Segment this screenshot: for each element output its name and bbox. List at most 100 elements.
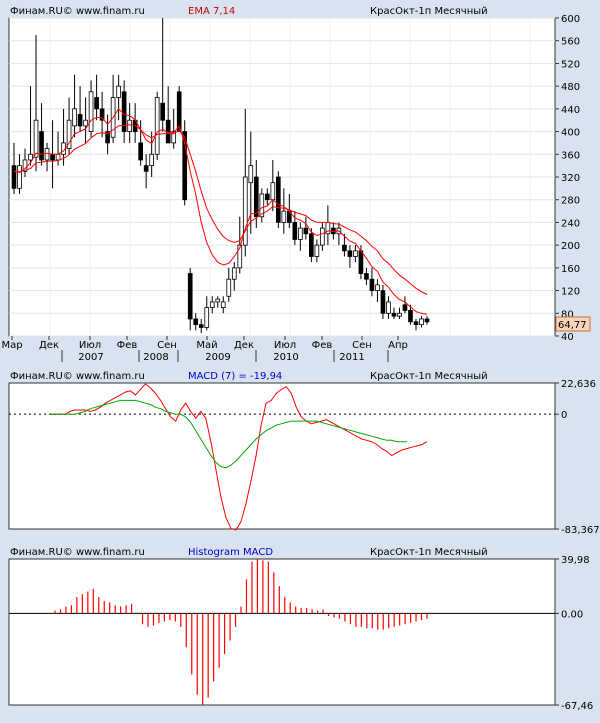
candle-body: [116, 85, 121, 98]
hist-tick-label: 0.00: [561, 609, 583, 620]
candle-body: [237, 244, 243, 269]
candle-body: [11, 165, 17, 189]
price-tick-label: 280: [561, 196, 580, 207]
candle-body: [66, 119, 72, 150]
price-tick-label: 600: [561, 14, 580, 25]
candle-body: [424, 318, 430, 323]
candle-body: [413, 321, 419, 326]
candle-body: [138, 142, 143, 161]
macd-instrument-label: КрасОкт-1п Месячный: [370, 371, 488, 382]
candle-body: [182, 131, 188, 201]
candle-body: [259, 193, 265, 218]
month-label: Мар: [1, 340, 22, 351]
macd-tick-label: -83,367: [561, 525, 600, 536]
candle-body: [320, 227, 325, 246]
candle-body: [292, 222, 298, 240]
candle-body: [176, 91, 182, 132]
candle-body: [309, 233, 314, 257]
candle-body: [342, 244, 347, 252]
price-tick-label: 440: [561, 105, 580, 116]
candle-body: [364, 273, 369, 280]
candle-body: [55, 153, 61, 161]
candle-body: [94, 97, 99, 110]
hist-source-label: Финам.RU© www.finam.ru: [10, 547, 145, 558]
year-label: 2007: [78, 352, 103, 363]
candle-body: [77, 114, 83, 127]
year-label: 2010: [273, 352, 298, 363]
last-price-marker: [555, 316, 591, 332]
price-tick-label: 400: [561, 128, 580, 139]
candle-body: [397, 312, 402, 317]
candle-body: [281, 210, 287, 223]
histogram-plot-area: [8, 558, 556, 706]
candle-body: [242, 176, 248, 246]
month-label: Май: [196, 340, 217, 351]
candle-body: [375, 284, 380, 291]
candle-body: [99, 108, 105, 121]
month-label: Сен: [157, 340, 177, 351]
candle-body: [50, 153, 55, 161]
candle-body: [298, 227, 303, 240]
candle-body: [380, 290, 386, 314]
macd-tick-label: 0: [561, 410, 567, 421]
candle-body: [253, 176, 259, 218]
candle-body: [198, 324, 204, 328]
month-label: Июл: [79, 340, 101, 351]
candle-body: [17, 165, 22, 189]
candle-body: [28, 153, 33, 161]
month-label: Сен: [352, 340, 372, 351]
candle-body: [408, 310, 413, 323]
candle-body: [33, 119, 39, 158]
candle-body: [187, 273, 193, 320]
candle-body: [314, 244, 320, 257]
candle-body: [226, 278, 232, 297]
month-label: Дек: [234, 340, 254, 351]
macd-line: [50, 383, 428, 531]
price-tick-label: 560: [561, 37, 580, 48]
price-indicator-label: EMA 7,14: [188, 6, 235, 17]
macd-tick-label: 22,636: [561, 379, 596, 390]
price-tick-label: 240: [561, 218, 580, 229]
price-tick-label: 160: [561, 264, 580, 275]
year-label: 2011: [339, 352, 364, 363]
candle-body: [215, 298, 221, 303]
macd-source-label: Финам.RU© www.finam.ru: [10, 371, 145, 382]
candle-body: [149, 153, 154, 167]
candle-body: [88, 91, 94, 132]
candle-body: [83, 119, 88, 127]
month-label: Июл: [274, 340, 296, 351]
hist-instrument-label: КрасОкт-1п Месячный: [370, 547, 488, 558]
hist-tick-label: -67,46: [561, 701, 593, 712]
candle-body: [143, 165, 149, 172]
month-label: Фев: [117, 340, 138, 351]
candle-body: [220, 301, 226, 309]
ema-line: [13, 108, 428, 315]
candle-body: [127, 119, 132, 132]
candle-body: [264, 193, 270, 201]
candle-body: [347, 250, 353, 257]
candle-body: [303, 227, 309, 235]
year-label: 2009: [205, 352, 230, 363]
price-tick-label: 320: [561, 173, 580, 184]
month-label: Дек: [39, 340, 59, 351]
price-tick-label: 200: [561, 241, 580, 252]
candle-body: [121, 91, 127, 132]
month-label: Апр: [388, 340, 408, 351]
year-label: 2008: [143, 352, 168, 363]
candle-body: [193, 318, 199, 326]
hist-tick-label: 39,98: [561, 555, 590, 566]
price-instrument-label: КрасОкт-1п Месячный: [370, 6, 488, 17]
candle-body: [105, 131, 110, 144]
candle-body: [22, 159, 28, 172]
candle-body: [358, 250, 364, 274]
candle-body: [419, 318, 424, 326]
candle-body: [171, 131, 177, 144]
candle-body: [353, 250, 358, 257]
candle-body: [386, 301, 391, 314]
candle-body: [391, 312, 397, 317]
signal-line: [50, 399, 407, 469]
candle-body: [369, 278, 375, 291]
hist-indicator-label: Histogram MACD: [188, 547, 273, 558]
